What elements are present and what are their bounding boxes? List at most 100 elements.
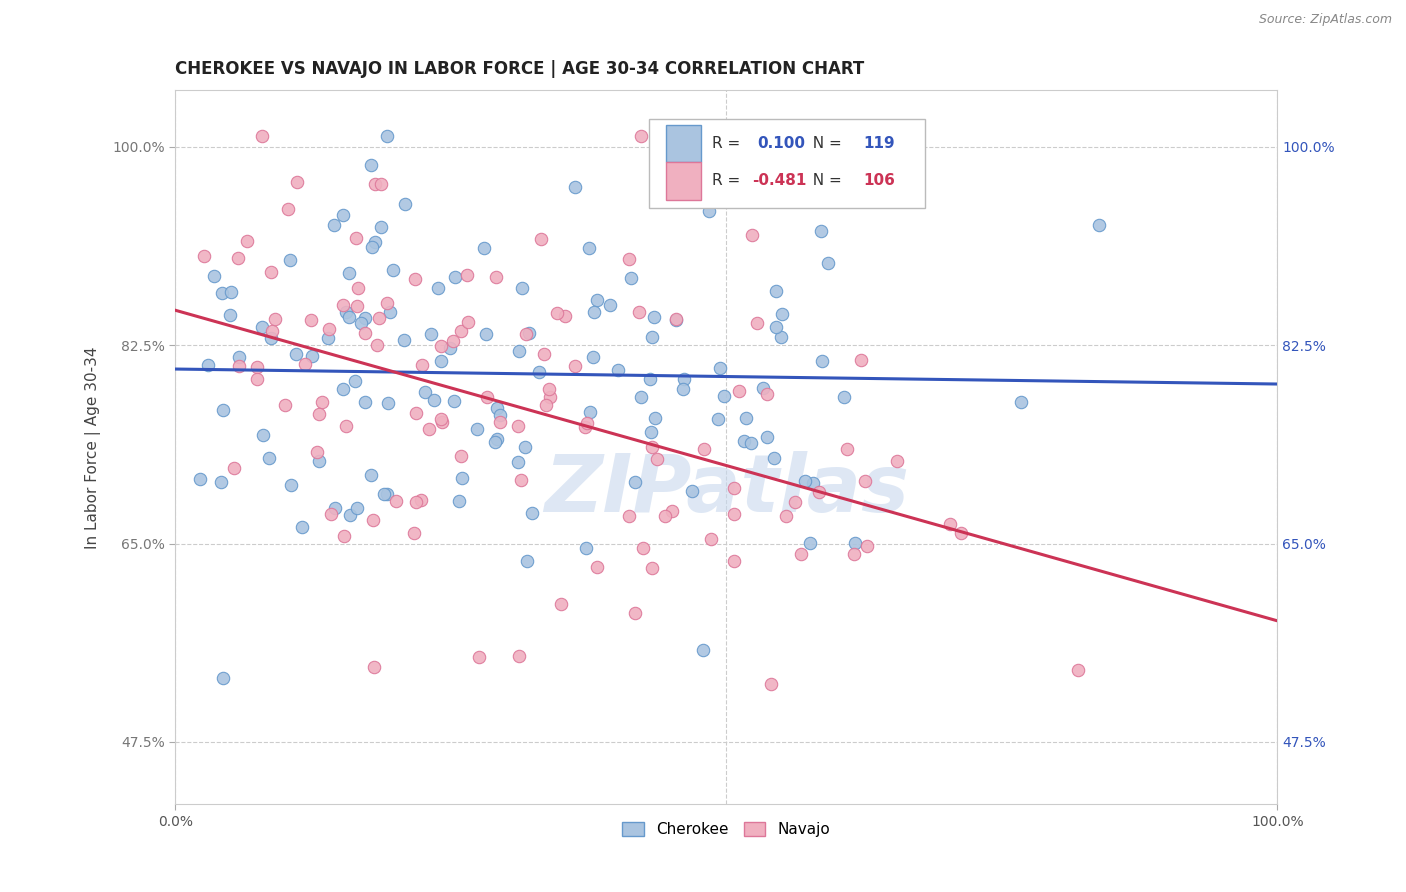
Point xyxy=(709,361,731,376)
Point xyxy=(301,349,323,363)
Point xyxy=(586,559,609,574)
Point xyxy=(794,474,817,488)
Point xyxy=(450,449,472,463)
Point xyxy=(510,281,533,295)
Point xyxy=(360,158,382,172)
Point xyxy=(228,251,250,265)
Point xyxy=(770,330,793,344)
Point xyxy=(335,419,357,434)
Point xyxy=(554,309,576,323)
Point xyxy=(450,325,472,339)
Point xyxy=(224,460,246,475)
Point xyxy=(734,411,756,425)
Point xyxy=(361,513,384,527)
Point xyxy=(723,553,745,567)
Point xyxy=(1066,663,1088,677)
Point xyxy=(564,359,586,373)
Point xyxy=(644,411,666,425)
Point xyxy=(733,434,755,448)
Point xyxy=(430,339,453,353)
Point xyxy=(533,347,555,361)
Point xyxy=(377,395,399,409)
Point xyxy=(693,442,716,456)
Point xyxy=(418,422,440,436)
Point xyxy=(441,334,464,349)
Point xyxy=(755,387,778,401)
Point xyxy=(842,547,865,561)
Point xyxy=(262,324,284,338)
Point xyxy=(332,382,354,396)
Point xyxy=(381,263,404,277)
Point xyxy=(513,440,536,454)
Point xyxy=(209,475,232,490)
FancyBboxPatch shape xyxy=(666,162,702,200)
Text: -0.481: -0.481 xyxy=(752,173,806,188)
Point xyxy=(246,372,269,386)
Point xyxy=(368,310,391,325)
Point xyxy=(405,495,427,509)
Point xyxy=(617,252,640,266)
Point xyxy=(755,430,778,444)
Point xyxy=(810,353,832,368)
Point xyxy=(370,219,392,234)
Point xyxy=(257,450,280,465)
Point xyxy=(339,508,361,522)
Point xyxy=(665,313,688,327)
Point xyxy=(741,228,763,243)
Point xyxy=(855,539,877,553)
Point xyxy=(375,296,398,310)
Point xyxy=(318,321,340,335)
Point xyxy=(641,330,664,344)
Point xyxy=(775,508,797,523)
Point xyxy=(350,316,373,330)
Point xyxy=(370,178,392,192)
Point xyxy=(236,234,259,248)
Point xyxy=(640,425,662,439)
Point xyxy=(631,541,654,556)
Point xyxy=(692,643,714,657)
Point xyxy=(316,331,339,345)
Point xyxy=(1088,218,1111,232)
Point xyxy=(578,241,600,255)
Point xyxy=(307,445,329,459)
Point xyxy=(409,493,432,508)
Point xyxy=(624,606,647,620)
Point xyxy=(308,454,330,468)
Point xyxy=(643,310,665,324)
Point xyxy=(380,304,402,318)
Point xyxy=(277,202,299,217)
Point xyxy=(465,422,488,436)
Point xyxy=(733,163,755,178)
Text: N =: N = xyxy=(803,136,848,152)
FancyBboxPatch shape xyxy=(666,125,702,162)
Point xyxy=(322,218,344,232)
Point xyxy=(853,475,876,489)
Point xyxy=(346,299,368,313)
Text: CHEROKEE VS NAVAJO IN LABOR FORCE | AGE 30-34 CORRELATION CHART: CHEROKEE VS NAVAJO IN LABOR FORCE | AGE … xyxy=(176,60,865,78)
Point xyxy=(844,536,866,550)
Point xyxy=(645,451,668,466)
Point xyxy=(360,467,382,482)
Point xyxy=(285,175,308,189)
Point xyxy=(582,305,605,319)
Point xyxy=(472,241,495,255)
Point xyxy=(311,395,333,409)
Point xyxy=(654,509,676,524)
Point xyxy=(546,306,568,320)
Point xyxy=(252,428,274,442)
Point xyxy=(700,532,723,546)
Point xyxy=(673,372,696,386)
Point xyxy=(527,365,550,379)
Text: 119: 119 xyxy=(863,136,894,152)
Point xyxy=(530,231,553,245)
Point xyxy=(405,406,427,420)
Point xyxy=(202,268,225,283)
Point xyxy=(586,293,609,307)
Point xyxy=(575,541,598,555)
Point xyxy=(681,484,703,499)
Point xyxy=(661,503,683,517)
Point xyxy=(475,327,498,342)
Point xyxy=(619,509,641,524)
Point xyxy=(697,203,720,218)
Point xyxy=(628,305,651,319)
